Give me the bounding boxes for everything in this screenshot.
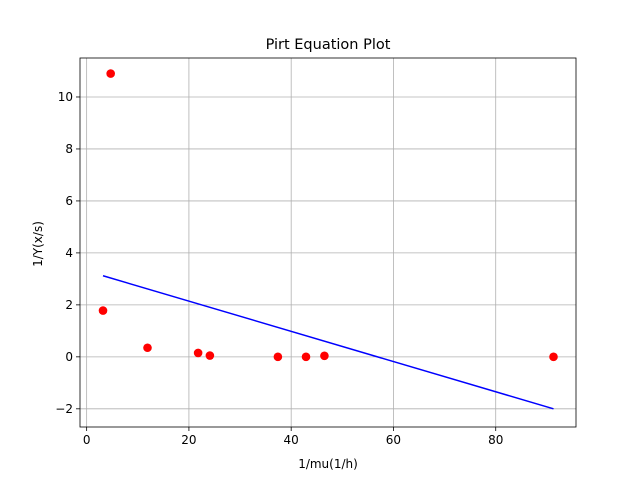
data-point xyxy=(205,351,215,360)
data-point xyxy=(549,352,558,362)
plot-area xyxy=(98,69,558,410)
y-axis: −2 0 2 4 6 8 10 xyxy=(55,90,80,416)
x-axis: 0 20 40 60 80 xyxy=(83,427,503,447)
y-tick-label: 2 xyxy=(65,298,73,312)
data-point xyxy=(98,306,108,315)
x-tick-label: 60 xyxy=(386,433,401,447)
x-tick-label: 20 xyxy=(181,433,196,447)
data-point xyxy=(320,351,329,361)
data-point xyxy=(273,352,283,362)
y-tick-label: 0 xyxy=(65,350,73,364)
data-point xyxy=(301,352,311,362)
chart-title: Pirt Equation Plot xyxy=(266,37,391,53)
x-axis-label: 1/mu(1/h) xyxy=(298,457,358,471)
axes-frame xyxy=(79,57,577,428)
x-tick-label: 40 xyxy=(284,433,299,447)
data-point xyxy=(143,343,152,353)
y-tick-label: 6 xyxy=(65,194,73,208)
data-point xyxy=(193,348,203,358)
data-point xyxy=(106,69,115,78)
y-tick-label: 8 xyxy=(65,142,73,156)
y-tick-label: 4 xyxy=(65,246,73,260)
fit-line xyxy=(102,275,554,410)
x-tick-label: 0 xyxy=(83,433,91,447)
grid xyxy=(80,58,576,427)
y-tick-label: 10 xyxy=(58,90,73,104)
y-tick-label: −2 xyxy=(55,402,73,416)
x-tick-label: 80 xyxy=(488,433,503,447)
y-axis-label: 1/Y(x/s) xyxy=(31,221,45,267)
